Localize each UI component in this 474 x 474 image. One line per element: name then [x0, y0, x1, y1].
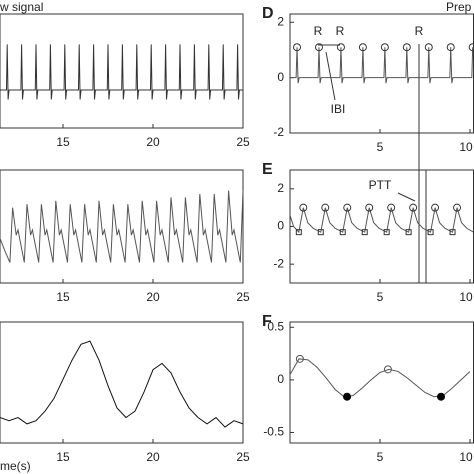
peak-marker	[314, 43, 323, 52]
annotation: R	[336, 24, 345, 38]
peak-marker	[424, 43, 433, 52]
x-tick-label: 10	[459, 140, 473, 154]
annotation: PTT	[369, 178, 392, 192]
panel-title: w signal	[0, 0, 43, 14]
peak-marker	[295, 354, 304, 363]
plot-frame	[0, 169, 244, 284]
ptt-arrow	[397, 192, 416, 202]
y-tick-label: 0	[277, 372, 284, 386]
x-tick-label: 15	[56, 450, 70, 464]
y-tick-label: 0	[277, 219, 284, 233]
annotation: R	[415, 24, 424, 38]
peak-marker	[437, 392, 446, 401]
x-tick-label: 25	[236, 135, 250, 149]
plot-frame	[0, 13, 244, 129]
x-tick-label: 10	[459, 290, 473, 304]
peak-marker	[343, 203, 352, 212]
y-tick-label: -0.5	[263, 425, 284, 439]
peak-marker	[446, 43, 455, 52]
foot-marker	[383, 229, 390, 236]
x-tick-label: 5	[377, 290, 384, 304]
x-tick-label: 15	[56, 290, 70, 304]
signal-line	[0, 44, 243, 100]
foot-marker	[427, 229, 434, 236]
x-tick-label: 5	[377, 450, 384, 464]
ibi-arrow	[325, 51, 336, 101]
plot-frame	[289, 321, 474, 444]
foot-marker	[361, 229, 368, 236]
x-tick-label: 20	[146, 135, 160, 149]
x-tick-label: 20	[146, 450, 160, 464]
peak-marker	[380, 43, 389, 52]
peak-marker	[365, 203, 374, 212]
annotation-lines	[318, 44, 427, 283]
signal-line	[289, 358, 471, 398]
peak-marker	[299, 203, 308, 212]
annotation: IBI	[331, 102, 346, 116]
peak-marker	[293, 43, 302, 52]
peak-marker	[336, 43, 345, 52]
y-tick-label: 0.5	[267, 319, 284, 333]
panel-label: F	[262, 313, 272, 330]
foot-marker	[295, 229, 302, 236]
peak-marker	[453, 203, 462, 212]
peak-marker	[431, 203, 440, 212]
peak-marker	[358, 43, 367, 52]
signal-line	[0, 340, 244, 428]
x-tick-label: 20	[146, 290, 160, 304]
peak-marker	[321, 203, 330, 212]
y-tick-label: -2	[273, 256, 284, 270]
signal-line	[289, 207, 474, 234]
x-tick-label: 5	[377, 140, 384, 154]
peak-marker	[409, 203, 418, 212]
signal-line	[290, 47, 474, 84]
y-tick-label: 2	[277, 14, 284, 28]
peak-marker	[343, 392, 352, 401]
y-tick-label: 2	[277, 181, 284, 195]
foot-marker	[339, 229, 346, 236]
peak-marker	[387, 203, 396, 212]
x-tick-label: 25	[236, 450, 250, 464]
signal-line	[0, 190, 244, 263]
x-axis-label: me(s)	[0, 459, 31, 473]
x-tick-label: 25	[236, 290, 250, 304]
y-tick-label: -2	[273, 125, 284, 139]
peak-marker	[468, 43, 474, 52]
panel-label: D	[262, 5, 274, 22]
annotation: R	[314, 24, 323, 38]
peak-marker	[402, 43, 411, 52]
foot-marker	[317, 229, 324, 236]
x-tick-label: 15	[56, 135, 70, 149]
plot-frame	[0, 321, 244, 444]
panel-label: E	[262, 161, 273, 178]
panel-title: Prep	[446, 0, 472, 14]
y-tick-label: 0	[277, 70, 284, 84]
foot-marker	[405, 229, 412, 236]
x-tick-label: 10	[459, 450, 473, 464]
peak-marker	[383, 365, 392, 374]
foot-marker	[449, 229, 456, 236]
